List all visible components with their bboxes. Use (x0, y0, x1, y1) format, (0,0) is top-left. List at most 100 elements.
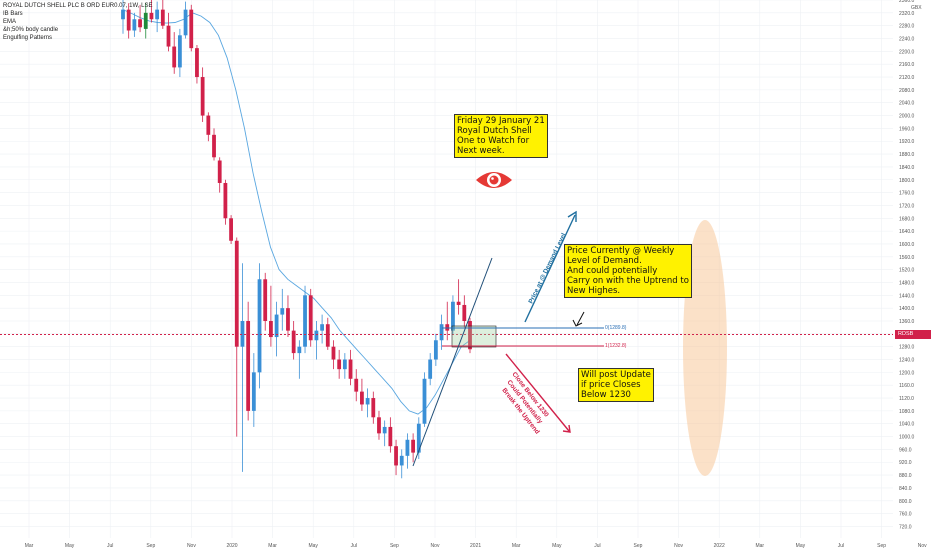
demand-note: Price Currently @ Weekly Level of Demand… (564, 244, 692, 298)
level-1-label: 1(1232.8) (605, 343, 627, 349)
y-tick-label: 1840.0 (899, 165, 915, 171)
ema-polyline (122, 9, 471, 415)
candle-body (274, 314, 279, 338)
x-tick-label: Jul (351, 543, 357, 549)
x-tick-label: Nov (674, 543, 683, 549)
overlay-drawings: Price at @ Demand Level Close Below 1230… (0, 172, 893, 467)
candle-body (166, 25, 171, 47)
candle-body (320, 324, 324, 331)
y-tick-label: 2080.0 (899, 88, 915, 94)
x-tick-label: Nov (918, 543, 927, 549)
candle-body (405, 439, 410, 456)
y-tick-label: 1120.0 (899, 396, 914, 402)
candle-body (342, 359, 347, 370)
y-tick-label: 1600.0 (899, 242, 915, 248)
candle-body (371, 398, 376, 418)
x-tick-label: May (796, 543, 806, 549)
x-tick-label: 2022 (714, 543, 725, 549)
candle-body (348, 359, 353, 379)
candle-body (217, 160, 222, 183)
y-tick-label: 1520.0 (899, 268, 915, 274)
x-tick-label: Nov (187, 543, 196, 549)
y-tick-label: 1720.0 (899, 203, 915, 209)
candle-body (382, 426, 387, 434)
x-tick-label: Sep (877, 543, 886, 549)
y-tick-label: 2040.0 (899, 101, 915, 107)
y-tick-label: 2200.0 (899, 49, 915, 55)
candle-body (314, 330, 319, 341)
y-tick-label: 2240.0 (899, 37, 915, 43)
y-tick-label: 1760.0 (899, 191, 915, 197)
x-tick-label: May (308, 543, 318, 549)
y-tick-label: 1040.0 (899, 422, 915, 428)
x-axis: Mar May Jul Sep Nov 2020 Mar May Jul Sep Nov 2021 Ma… (25, 543, 927, 549)
friday-note: Friday 29 January 21 Royal Dutch Shell O… (454, 114, 548, 158)
arrow-down-line (505, 353, 570, 432)
candle-body (416, 423, 421, 453)
legend-item: &h;50% body candle (3, 27, 59, 33)
x-tick-label: Sep (390, 543, 399, 549)
y-tick-label: 1960.0 (899, 126, 915, 132)
x-tick-label: 2021 (470, 543, 481, 549)
y-tick-label: 1160.0 (899, 383, 914, 389)
x-tick-label: May (65, 543, 75, 549)
y-tick-label: 2280.0 (899, 24, 915, 30)
candle-body (377, 417, 381, 434)
candle-body (280, 308, 285, 315)
candle-body (394, 446, 398, 466)
candle-body (422, 378, 427, 424)
y-tick-label: 2000.0 (899, 114, 915, 120)
candle-body (206, 115, 211, 135)
y-tick-label: 920.0 (899, 460, 912, 466)
legend-title: ROYAL DUTCH SHELL PLC B ORD EUR0.07, 1W,… (3, 3, 153, 9)
candle-body (388, 426, 393, 447)
candle-body (200, 77, 205, 116)
y-tick-label: 2320.0 (899, 11, 915, 17)
candle-body (451, 301, 455, 331)
legend-item: Engulfing Patterns (3, 35, 53, 41)
price-tag-symbol: RDSB (898, 331, 914, 337)
candle-body (308, 295, 313, 341)
candles (121, 0, 472, 479)
candle-body (132, 19, 137, 31)
y-tick-label: 720.0 (899, 524, 912, 530)
candle-body (212, 134, 216, 158)
candle-body (331, 346, 336, 360)
candle-body (172, 46, 177, 68)
highlight-ellipse (683, 220, 727, 476)
candle-body (234, 240, 239, 347)
x-tick-label: Sep (146, 543, 155, 549)
candle-body (428, 359, 433, 379)
y-tick-label: 1640.0 (899, 229, 915, 235)
currency-label: GBX (911, 5, 922, 11)
x-tick-label: Sep (634, 543, 643, 549)
y-tick-label: 1480.0 (899, 280, 915, 286)
candle-body (433, 340, 438, 360)
y-axis-panel (893, 0, 932, 550)
x-tick-label: May (552, 543, 562, 549)
candle-body (411, 439, 416, 453)
legend-item: IB Bars (3, 11, 23, 17)
x-tick-label: Jul (107, 543, 113, 549)
candle-body (183, 9, 188, 36)
x-tick-label: Mar (25, 543, 34, 549)
y-tick-label: 960.0 (899, 447, 912, 453)
candle-body (138, 19, 142, 28)
candle-body (325, 324, 330, 347)
candle-body (445, 324, 450, 331)
y-tick-label: 800.0 (899, 499, 912, 505)
arrow-up-label: Price at @ Demand Level (528, 232, 568, 305)
y-tick-label: 1440.0 (899, 293, 915, 299)
x-tick-label: Mar (755, 543, 764, 549)
update-note: Will post Update if price Closes Below 1… (578, 368, 654, 402)
y-tick-label: 1920.0 (899, 139, 915, 145)
candle-body (360, 391, 364, 405)
candle-body (223, 182, 228, 219)
y-tick-label: 1680.0 (899, 216, 915, 222)
demand-zone (451, 325, 497, 348)
y-tick-label: 760.0 (899, 512, 912, 518)
arrow-down-head (562, 424, 571, 433)
y-tick-label: 1560.0 (899, 255, 915, 261)
legend: ROYAL DUTCH SHELL PLC B ORD EUR0.07, 1W,… (3, 2, 153, 42)
